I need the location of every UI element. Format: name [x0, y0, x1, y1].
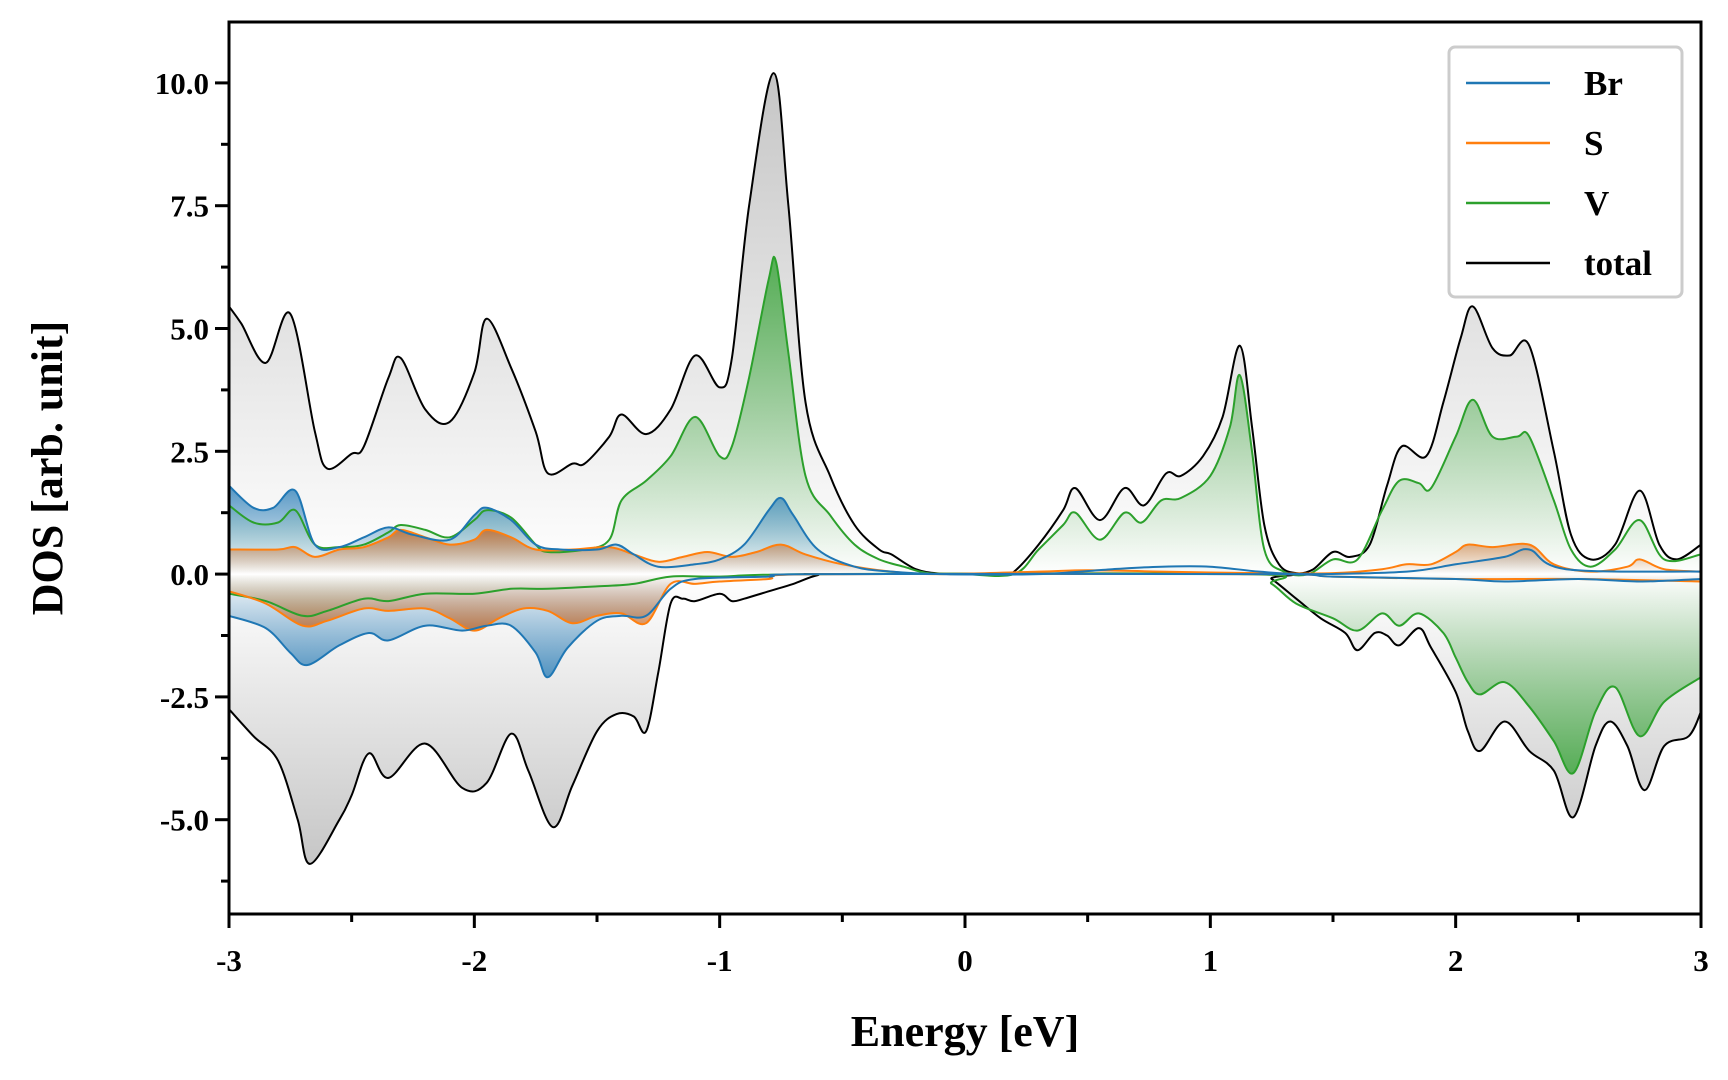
x-axis-label: Energy [eV] — [851, 1007, 1080, 1056]
line-total-down — [228, 572, 1702, 865]
series-lines — [228, 72, 1702, 865]
fill-s-up — [229, 529, 1701, 575]
legend-frame — [1447, 45, 1684, 299]
y-tick-label: 5.0 — [170, 312, 209, 347]
legend-label-total: total — [1584, 244, 1652, 283]
fill-s-down — [229, 573, 1701, 631]
x-tick-label: -1 — [707, 943, 733, 978]
line-s-up — [228, 528, 1702, 576]
y-tick-label: 2.5 — [170, 434, 209, 469]
y-tick-label: 10.0 — [155, 66, 209, 101]
y-axis-label: DOS [arb. unit] — [23, 321, 72, 616]
legend-label-br: Br — [1584, 64, 1623, 103]
x-tick-label: -3 — [216, 943, 242, 978]
legend-label-v: V — [1584, 184, 1609, 223]
line-br-down — [228, 572, 1702, 679]
y-axis: -5.0 -2.5 0.0 2.5 5.0 7.5 10.0 — [155, 66, 229, 883]
y-tick-label: -5.0 — [160, 803, 209, 838]
legend-label-s: S — [1584, 124, 1603, 163]
x-axis: -3 -2 -1 0 1 2 3 — [216, 914, 1709, 978]
y-tick-label: 0.0 — [170, 557, 209, 592]
x-tick-label: 0 — [957, 943, 973, 978]
x-tick-label: 1 — [1203, 943, 1219, 978]
y-tick-label: 7.5 — [170, 189, 209, 224]
fill-areas — [229, 73, 1701, 864]
y-tick-label: -2.5 — [160, 680, 209, 715]
x-tick-label: 2 — [1448, 943, 1464, 978]
line-v-down — [228, 572, 1702, 775]
fill-total-down — [229, 573, 1701, 864]
x-tick-label: -2 — [461, 943, 487, 978]
x-tick-label: 3 — [1693, 943, 1709, 978]
